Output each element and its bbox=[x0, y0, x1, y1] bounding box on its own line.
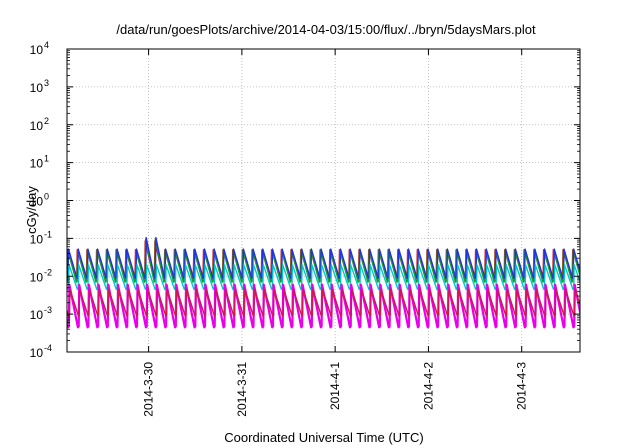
x-tick-label: 2014-3-31 bbox=[235, 362, 249, 417]
y-tick-label: 10 bbox=[30, 232, 44, 246]
y-axis-label: cGy/day bbox=[24, 186, 39, 234]
x-tick-label: 2014-4-1 bbox=[328, 362, 342, 410]
series-line bbox=[67, 236, 580, 279]
x-tick-label: 2014-4-3 bbox=[515, 362, 529, 410]
x-axis: 2014-3-30 2014-3-31 2014-4-1 2014-4-2 2014-4… bbox=[142, 49, 529, 417]
y-tick-label: 10 bbox=[30, 270, 44, 284]
y-tick-exponent: 3 bbox=[44, 78, 49, 88]
chart-title: /data/run/goesPlots/archive/2014-04-03/1… bbox=[116, 22, 536, 37]
y-tick-exponent: 2 bbox=[44, 116, 49, 126]
y-tick-exponent: -3 bbox=[44, 305, 52, 315]
y-tick-exponent: -1 bbox=[44, 229, 52, 239]
y-tick-exponent: 4 bbox=[44, 40, 49, 50]
x-tick-label: 2014-4-2 bbox=[421, 362, 435, 410]
y-tick-label: 10 bbox=[30, 119, 44, 133]
y-tick-label: 10 bbox=[30, 195, 44, 209]
y-tick-label: 10 bbox=[30, 43, 44, 57]
series-layer bbox=[67, 236, 580, 329]
y-tick-exponent: -2 bbox=[44, 267, 52, 277]
series-line bbox=[67, 264, 580, 291]
y-tick-label: 10 bbox=[30, 81, 44, 95]
y-tick-exponent: -4 bbox=[44, 343, 52, 353]
y-tick-exponent: 1 bbox=[44, 154, 49, 164]
y-tick-label: 10 bbox=[30, 308, 44, 322]
x-tick-label: 2014-3-30 bbox=[142, 362, 156, 417]
y-tick-label: 10 bbox=[30, 157, 44, 171]
y-tick-label: 10 bbox=[30, 346, 44, 360]
x-axis-label: Coordinated Universal Time (UTC) bbox=[224, 430, 423, 445]
y-tick-exponent: 0 bbox=[44, 192, 49, 202]
series-line bbox=[67, 288, 580, 317]
